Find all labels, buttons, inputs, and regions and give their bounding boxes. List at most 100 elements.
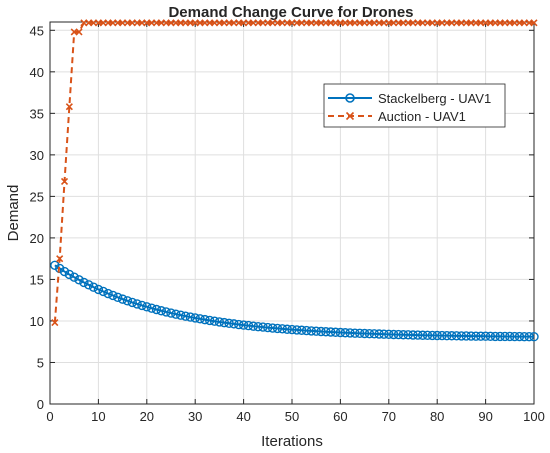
data-point (292, 325, 302, 335)
legend: Stackelberg - UAV1 Auction - UAV1 (323, 83, 506, 128)
data-point (471, 331, 481, 341)
data-point (137, 300, 147, 311)
legend-marker-auction (345, 111, 355, 121)
data-point (54, 263, 65, 274)
data-point (253, 321, 263, 332)
data-point (495, 331, 505, 342)
data-point (214, 317, 225, 327)
data-point (480, 331, 491, 341)
data-point (185, 312, 196, 322)
x-tick-label: 30 (188, 409, 202, 424)
data-point (355, 328, 365, 339)
data-point (529, 332, 539, 342)
data-point (151, 304, 162, 315)
data-point (263, 322, 273, 333)
data-point (524, 331, 534, 342)
data-point (369, 329, 379, 339)
data-point (340, 328, 350, 338)
legend-box (323, 83, 506, 128)
data-point (113, 292, 123, 302)
data-point (398, 330, 409, 340)
data-point (88, 282, 99, 292)
data-point (287, 324, 297, 335)
data-point (509, 331, 520, 342)
data-point (59, 266, 70, 277)
data-point (243, 320, 254, 331)
x-tick-label: 60 (333, 409, 347, 424)
data-point (490, 331, 500, 342)
data-point (171, 309, 181, 319)
data-point (195, 314, 205, 324)
y-tick-label: 40 (30, 65, 44, 80)
data-point (379, 329, 389, 339)
data-point (403, 330, 413, 340)
y-tick-label: 15 (30, 272, 44, 287)
data-point (79, 277, 89, 288)
data-point (75, 28, 83, 36)
data-point (485, 331, 496, 342)
x-axis-label: Iterations (261, 433, 323, 450)
y-tick-label: 25 (30, 189, 44, 204)
data-point (258, 322, 268, 332)
data-point (388, 329, 399, 340)
data-point (350, 328, 360, 338)
data-point (461, 331, 471, 341)
data-point (316, 326, 326, 337)
y-tick-label: 20 (30, 231, 44, 246)
data-point (427, 330, 438, 341)
data-point (156, 306, 167, 316)
data-point (514, 331, 525, 342)
data-point (132, 299, 142, 309)
data-point (417, 330, 428, 340)
data-point (224, 318, 234, 328)
y-axis-label: Demand (5, 185, 22, 242)
data-point (330, 327, 341, 337)
data-point (326, 327, 336, 337)
data-point (364, 328, 375, 339)
data-point (51, 319, 59, 327)
data-point (277, 324, 288, 334)
data-point (505, 331, 515, 342)
data-point (437, 330, 447, 341)
y-tick-label: 5 (37, 355, 44, 370)
data-point (384, 329, 394, 340)
series-0 (50, 260, 539, 342)
x-tick-label: 40 (236, 409, 250, 424)
series-line (54, 264, 535, 338)
series-line (53, 21, 534, 323)
data-point (93, 284, 104, 295)
data-point (301, 325, 312, 336)
data-point (209, 316, 220, 326)
data-point (456, 331, 467, 341)
data-point (74, 275, 84, 285)
data-point (50, 260, 60, 271)
data-point (98, 286, 108, 297)
data-point (103, 288, 113, 299)
data-point (117, 294, 128, 304)
y-tick-label: 35 (30, 106, 44, 121)
data-point (296, 325, 307, 335)
data-point (234, 319, 244, 330)
data-point (65, 103, 73, 111)
legend-x-marker (345, 111, 355, 121)
grid-lines (49, 22, 535, 405)
data-point (500, 331, 510, 342)
y-tick-label: 45 (30, 23, 44, 38)
legend-label-stackelberg: Stackelberg - UAV1 (378, 91, 491, 106)
data-point (447, 331, 457, 341)
data-point (238, 320, 249, 330)
data-point (122, 296, 133, 306)
data-point (413, 330, 423, 340)
data-point (56, 255, 64, 263)
data-point (200, 314, 210, 325)
data-point (60, 177, 69, 186)
data-point (335, 327, 346, 338)
series-group (50, 19, 539, 342)
data-point (321, 327, 331, 337)
data-point (108, 290, 118, 301)
x-tick-label: 70 (382, 409, 396, 424)
data-point (84, 280, 94, 290)
data-point (161, 307, 171, 317)
